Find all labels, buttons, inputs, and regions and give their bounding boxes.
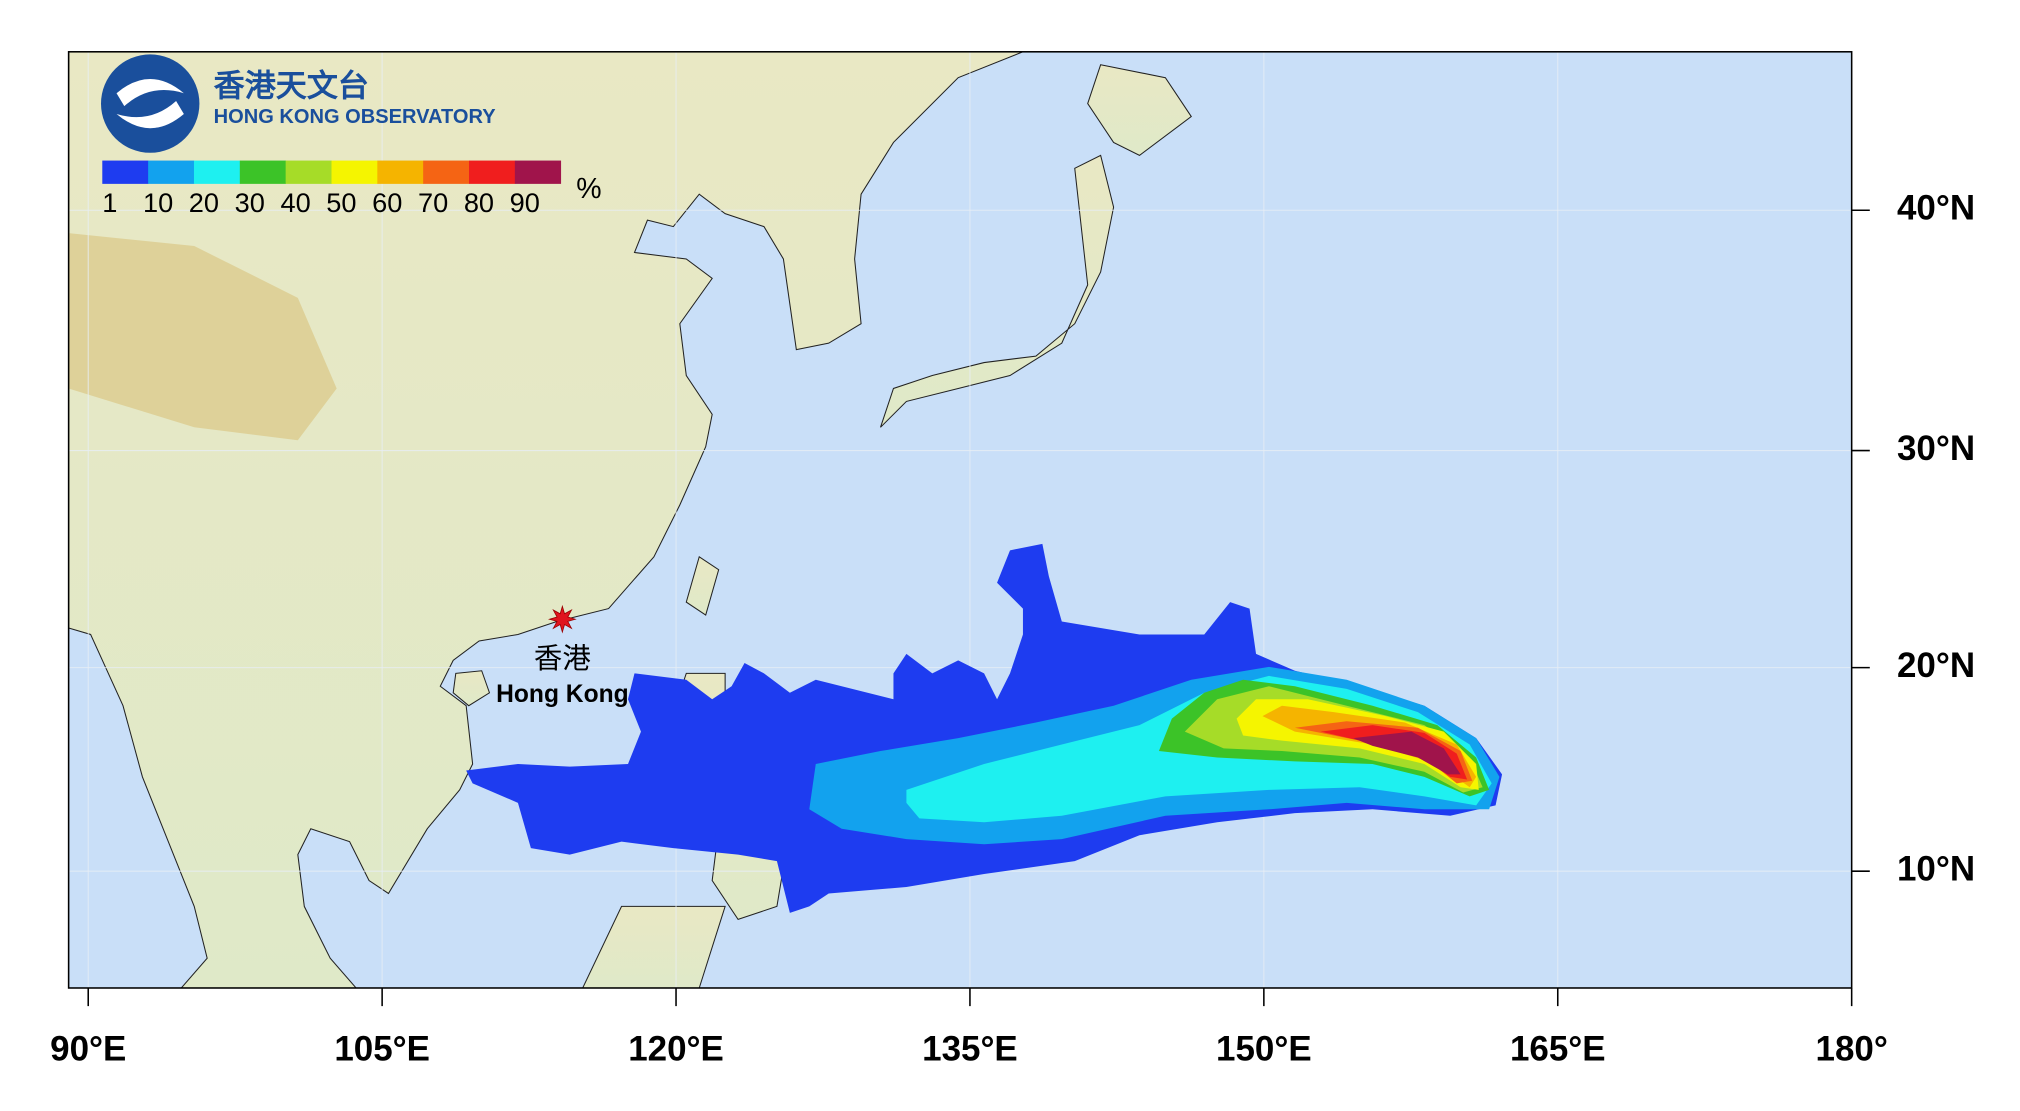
y-tick-label: 40°N: [1897, 188, 1975, 227]
legend-swatch: [514, 160, 562, 184]
taiwan: [685, 555, 720, 616]
legend-label: 50: [326, 187, 356, 218]
probability-field: [466, 543, 1503, 913]
x-tick-label: 90°E: [50, 1030, 126, 1069]
legend-swatch: [469, 160, 516, 184]
logo-name-en: HONG KONG OBSERVATORY: [214, 106, 497, 128]
x-tick-label: 105°E: [334, 1030, 430, 1069]
place-label-zh: 香港: [534, 643, 591, 675]
legend-label: 70: [418, 187, 448, 218]
logo-emblem: [101, 54, 200, 153]
y-tick-label: 20°N: [1897, 646, 1975, 685]
legend-swatch: [239, 160, 287, 184]
legend-swatch: [285, 160, 332, 184]
place-label-en: Hong Kong: [496, 681, 629, 708]
x-tick-label: 120°E: [628, 1030, 724, 1069]
logo-swirl: [116, 78, 184, 129]
legend-label: 80: [464, 187, 494, 218]
x-tick-label: 135°E: [922, 1030, 1018, 1069]
probability-contour: [1353, 731, 1461, 775]
x-tick-label: 180°: [1816, 1030, 1888, 1069]
y-tick-label: 10°N: [1897, 849, 1975, 888]
legend-swatch: [331, 160, 378, 184]
legend-swatch: [193, 160, 241, 184]
legend-swatch: [102, 160, 149, 184]
legend-label: 10: [143, 187, 173, 218]
logo-name-zh: 香港天文台: [214, 68, 369, 103]
logo: 香港天文台 HONG KONG OBSERVATORY: [101, 54, 497, 153]
hokkaido: [1087, 64, 1192, 156]
legend: % 1 10 20 30 40 50 60 70 80 90: [102, 160, 602, 218]
x-tick-label: 150°E: [1216, 1030, 1312, 1069]
legend-label: 20: [189, 187, 219, 218]
legend-label: 90: [510, 187, 540, 218]
legend-label: 30: [235, 187, 265, 218]
map-frame: [67, 51, 1853, 989]
map-area: [68, 51, 1852, 988]
places: 香港 Hong Kong: [496, 604, 629, 708]
place-marker: [548, 604, 577, 634]
axes: 90°E 105°E 120°E 135°E 150°E 165°E 180° 10°N 20°…: [50, 188, 1975, 1068]
legend-swatch: [423, 160, 470, 184]
probability-contour: [466, 543, 1503, 913]
x-tick-label: 165°E: [1510, 1030, 1606, 1069]
legend-label: 1: [102, 187, 117, 218]
legend-swatch: [377, 160, 424, 184]
legend-label: 60: [372, 187, 402, 218]
hainan: [452, 670, 491, 707]
y-tick-label: 30°N: [1897, 429, 1975, 468]
legend-unit: %: [576, 173, 601, 205]
legend-label: 40: [280, 187, 310, 218]
borneo: [582, 905, 726, 988]
plateau-shading: [68, 233, 337, 441]
legend-swatch: [148, 160, 195, 184]
honshu: [880, 154, 1115, 428]
